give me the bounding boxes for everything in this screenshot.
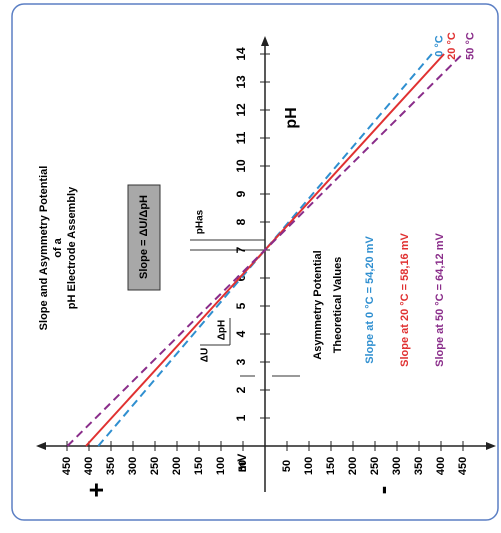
x-tick-label: 3 — [234, 358, 248, 365]
y-tick-label: 300 — [127, 457, 139, 475]
slope-label: Slope at 0 °C = 54,20 mV — [364, 236, 376, 364]
y-tick-label: 300 — [391, 457, 403, 475]
y-tick-label: 150 — [193, 457, 205, 475]
x-tick-label: 6 — [234, 274, 248, 281]
y-tick-label: 100 — [303, 457, 315, 475]
y-tick-label: 200 — [171, 457, 183, 475]
x-tick-label: 7 — [234, 246, 248, 253]
slope-box — [127, 184, 161, 291]
x-tick-label: 13 — [234, 75, 248, 89]
y-tick-label: 50 — [281, 460, 293, 472]
slope-label: Slope at 50 °C = 64,12 mV — [434, 232, 446, 366]
x-tick-label: 11 — [234, 131, 248, 144]
series-line — [66, 53, 464, 447]
y-tick-label: 150 — [325, 457, 337, 475]
y-axis-label: mV — [235, 454, 249, 473]
title-line: of a — [52, 237, 64, 257]
y-tick-label: 200 — [347, 457, 359, 475]
y-tick-label: 250 — [149, 457, 161, 475]
y-tick-label: 450 — [61, 457, 73, 475]
x-tick-label: 8 — [234, 218, 248, 225]
x-tick-label: 12 — [234, 103, 248, 117]
x-axis-label: pH — [283, 107, 300, 128]
legend-label: 50 °C — [464, 32, 476, 60]
x-tick-label: 4 — [234, 330, 248, 337]
positive-sign: + — [81, 482, 111, 497]
title-line: pH Electrode Assembly — [66, 186, 78, 309]
legend-label: 20 °C — [446, 32, 458, 60]
y-tick-label: 400 — [435, 457, 447, 475]
y-tick-label: 50 — [237, 460, 249, 472]
y-tick-label: 400 — [83, 457, 95, 475]
series-line — [97, 53, 433, 447]
ph-as-label: pHas — [195, 209, 206, 234]
negative-sign: - — [367, 486, 397, 495]
y-tick-label: 350 — [413, 457, 425, 475]
axis-arrow — [486, 442, 496, 450]
y-tick-label: 250 — [369, 457, 381, 475]
y-tick-label: 350 — [105, 457, 117, 475]
annotation: Asymmetry Potential — [312, 250, 324, 359]
legend-label: 0 °C — [434, 35, 446, 57]
x-tick-label: 2 — [234, 386, 248, 393]
x-tick-label: 9 — [234, 190, 248, 197]
delta-u-label: ΔU — [200, 348, 211, 362]
x-tick-label: 14 — [234, 47, 248, 61]
axis-arrow — [36, 442, 46, 450]
title-line: Slope and Asymmetry Potential — [38, 166, 50, 331]
y-tick-label: 450 — [457, 457, 469, 475]
x-tick-label: 10 — [234, 159, 248, 173]
delta-ph-label: ΔpH — [217, 320, 228, 341]
x-tick-label: 1 — [234, 414, 248, 421]
slope-label: Slope at 20 °C = 58,16 mV — [399, 232, 411, 366]
annotation: Theoretical Values — [332, 257, 344, 354]
y-tick-label: 100 — [215, 457, 227, 475]
x-tick-label: 5 — [234, 302, 248, 309]
axis-arrow — [261, 36, 269, 46]
slope-box-label: Slope = ΔU/ΔpH — [138, 195, 150, 279]
